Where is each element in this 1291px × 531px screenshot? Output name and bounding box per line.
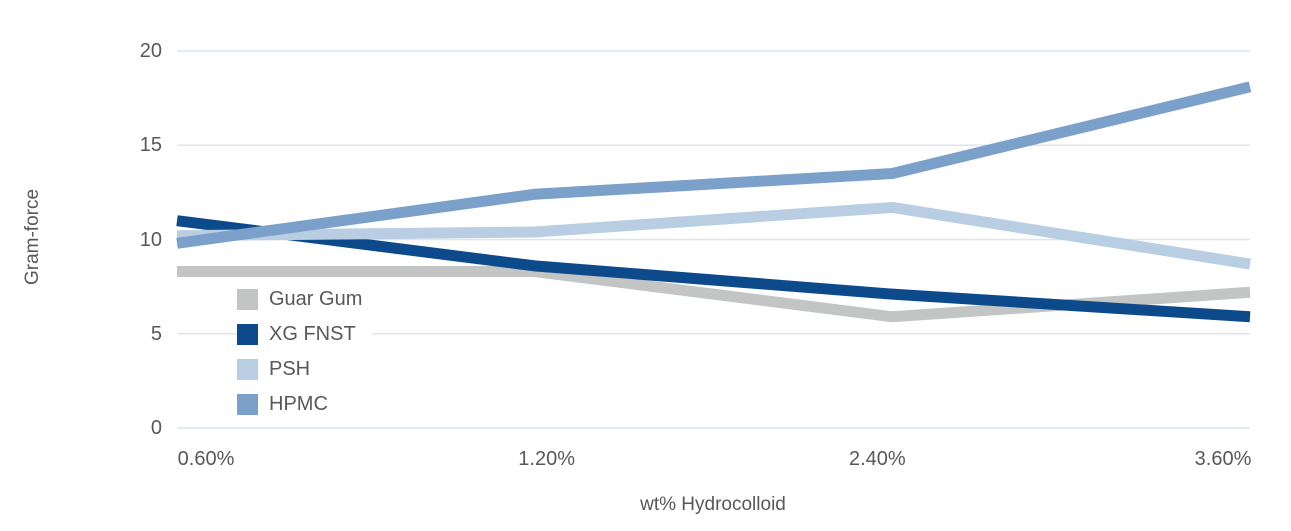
legend-swatch-psh [237, 358, 258, 380]
legend-swatch-hpmc [237, 393, 258, 415]
legend-swatch-guar-gum [237, 288, 258, 310]
series-line-xg-fnst [176, 215, 1251, 323]
legend-label-psh: PSH [269, 357, 311, 380]
legend-label-hpmc: HPMC [269, 392, 328, 415]
x-axis-title: wt% Hydrocolloid [640, 494, 786, 515]
legend-swatch-xg-fnst [237, 323, 258, 345]
x-tick-label-1-20-: 1.20% [518, 448, 576, 470]
y-axis-title: Gram-force [22, 188, 43, 286]
y-tick-label-20: 20 [139, 40, 162, 62]
legend-label-xg-fnst: XG FNST [269, 322, 356, 345]
legend-item-psh: PSH [237, 357, 373, 380]
legend-item-xg-fnst: XG FNST [237, 322, 373, 345]
x-tick-label-0-60-: 0.60% [177, 448, 235, 470]
legend-item-guar-gum: Guar Gum [237, 287, 373, 310]
y-tick-label-5: 5 [150, 322, 162, 345]
y-tick-label-10: 10 [139, 228, 162, 251]
x-tick-label-2-40-: 2.40% [848, 448, 906, 470]
y-tick-label-0: 0 [150, 417, 162, 439]
legend-label-guar-gum: Guar Gum [269, 287, 363, 310]
x-tick-label-3-60-: 3.60% [1194, 448, 1252, 470]
chart-legend: Guar Gum XG FNST PSH HPMC [237, 287, 373, 428]
series-line-psh [176, 201, 1251, 270]
series-line-hpmc [176, 81, 1252, 249]
y-tick-label-15: 15 [139, 134, 162, 157]
legend-item-hpmc: HPMC [237, 392, 373, 415]
